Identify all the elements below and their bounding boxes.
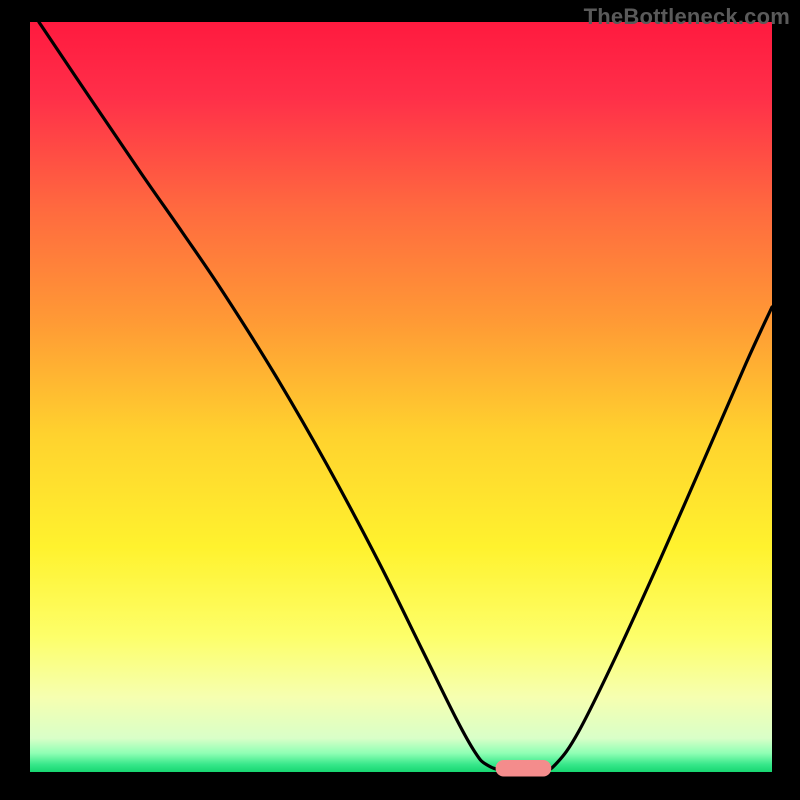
optimal-marker xyxy=(496,760,552,777)
gradient-plot-area xyxy=(30,22,772,772)
chart-stage: TheBottleneck.com xyxy=(0,0,800,800)
bottleneck-chart xyxy=(0,0,800,800)
watermark-text: TheBottleneck.com xyxy=(584,4,790,30)
